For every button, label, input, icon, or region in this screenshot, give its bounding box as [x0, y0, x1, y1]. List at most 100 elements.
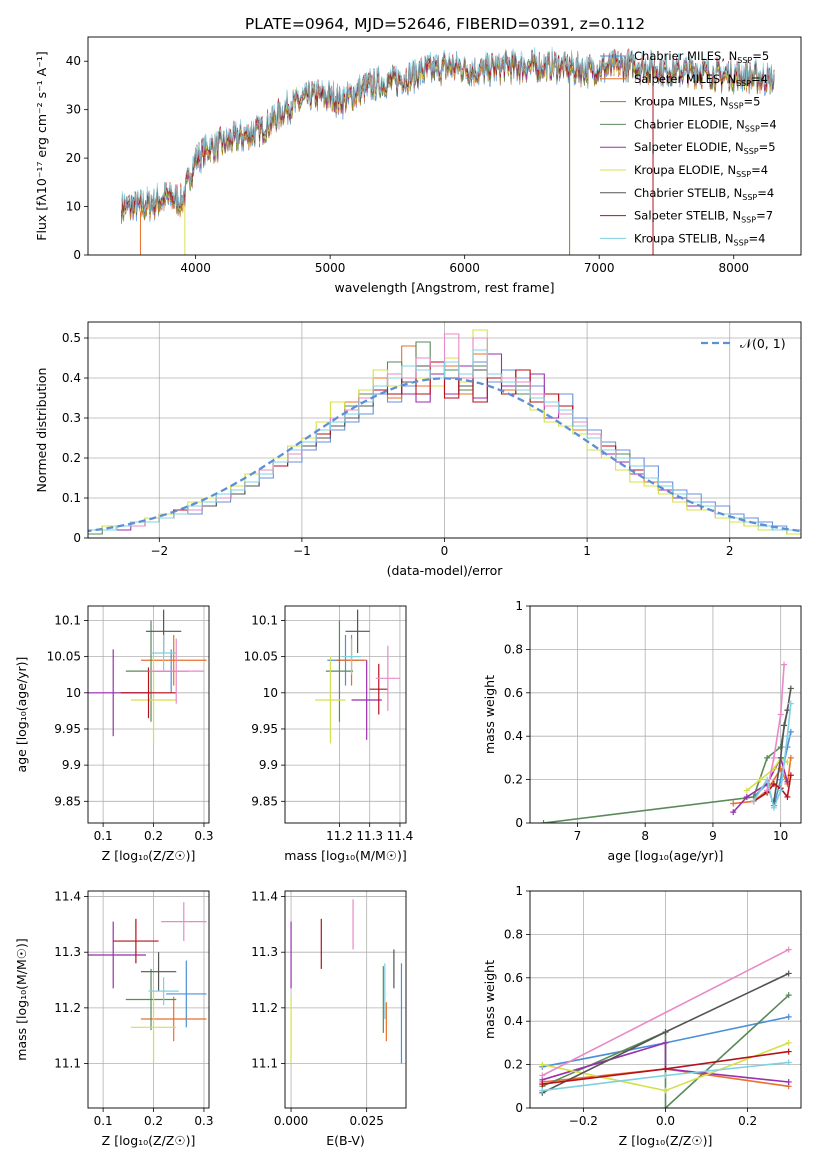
y-axis-label: mass weight: [482, 960, 497, 1039]
weight-marker: [785, 1059, 792, 1066]
x-tick-label: 0.2: [738, 1114, 757, 1128]
x-tick-label: 7: [574, 829, 582, 843]
weight-marker: [787, 728, 794, 735]
weight-marker: [785, 1078, 792, 1085]
errorbar-points: [315, 609, 400, 744]
weight-marker: [785, 1013, 792, 1020]
spectrum-lines: [121, 46, 775, 255]
weight-series-line: [542, 1041, 789, 1083]
legend-entry-label: Salpeter MILES, NSSP=4: [634, 72, 768, 88]
x-tick-label: −1: [293, 544, 311, 558]
weight-marker: [777, 787, 784, 794]
weight-marker: [750, 798, 757, 805]
x-tick-label: 6000: [449, 261, 480, 275]
legend-entry-label: Kroupa ELODIE, NSSP=4: [634, 163, 768, 179]
y-tick-label: 0: [73, 531, 81, 545]
weight-marker: [770, 780, 777, 787]
y-tick-label: 0.2: [504, 773, 523, 787]
x-tick-label: 8: [641, 829, 649, 843]
y-tick-label: 10: [263, 686, 278, 700]
weight-marker: [770, 804, 777, 811]
legend-entry-label: Kroupa STELIB, NSSP=4: [634, 231, 765, 247]
weight-marker: [781, 661, 788, 668]
x-axis-label: Z [log₁₀(Z/Z☉)]: [102, 848, 196, 863]
weight-marker: [662, 1072, 669, 1079]
weight-marker: [764, 776, 771, 783]
x-tick-label: 11.2: [326, 829, 353, 843]
x-tick-label: −2: [150, 544, 168, 558]
weight-marker: [539, 1061, 546, 1068]
x-axis-label: Z [log₁₀(Z/Z☉)]: [102, 1133, 196, 1148]
y-tick-label: 1: [515, 599, 523, 613]
axes-frame: [529, 605, 802, 824]
y-tick-label: 11.2: [54, 1001, 81, 1015]
y-tick-label: 10.1: [251, 613, 278, 627]
weight-marker: [539, 1081, 546, 1088]
weight-marker: [784, 759, 791, 766]
axes-frame: [529, 890, 802, 1109]
axes-weight-vs-age: 7 8 9 10 0 0.2 0.4 0.6 0.8 1 age [log₁₀(age/yr)] ma…: [482, 599, 802, 863]
weight-marker: [662, 1087, 669, 1094]
y-tick-label: 0.4: [504, 729, 523, 743]
y-tick-label: 11.1: [54, 1056, 81, 1070]
weight-series-line: [543, 710, 789, 823]
y-tick-label: 0: [73, 248, 81, 262]
histogram-steps: [88, 329, 801, 535]
weight-marker: [757, 776, 764, 783]
y-tick-label: 0.5: [62, 331, 81, 345]
y-tick-label: 9.9: [259, 758, 278, 772]
weight-marker: [785, 946, 792, 953]
spectrum-series-line: [121, 46, 775, 213]
weight-lines: [540, 661, 794, 823]
weight-marker: [784, 793, 791, 800]
legend-entry-label: Chabrier ELODIE, NSSP=4: [634, 117, 777, 133]
y-tick-label: 0: [515, 1101, 523, 1115]
y-axis-label: mass weight: [482, 675, 497, 754]
weight-marker: [730, 809, 737, 816]
weight-marker: [787, 754, 794, 761]
weight-marker: [662, 1029, 669, 1036]
x-tick-label: 0.1: [94, 829, 113, 843]
x-tick-label: 11.3: [356, 829, 383, 843]
x-tick-label: 0.3: [194, 1114, 213, 1128]
y-tick-label: 0.6: [504, 686, 523, 700]
x-tick-label: 0.025: [349, 1114, 383, 1128]
y-tick-label: 0.6: [504, 971, 523, 985]
x-tick-label: 5000: [315, 261, 346, 275]
y-axis-label: mass [log₁₀(M/M☉)]: [14, 938, 29, 1060]
weight-marker: [785, 992, 792, 999]
figure-title: PLATE=0964, MJD=52646, FIBERID=0391, z=0…: [245, 15, 645, 33]
legend-entry-label: 𝒩(0, 1): [740, 336, 786, 351]
y-tick-label: 0.1: [62, 491, 81, 505]
y-tick-label: 9.95: [54, 722, 81, 736]
weight-marker: [662, 1105, 669, 1108]
weight-marker: [743, 793, 750, 800]
y-tick-label: 9.85: [251, 794, 278, 808]
weight-marker: [730, 800, 737, 807]
x-tick-label: 11.4: [387, 829, 414, 843]
axes-weight-vs-Z: −0.2 0.0 0.2 0 0.2 0.4 0.6 0.8 1 Z [log₁₀(Z/Z☉)] m…: [482, 884, 802, 1148]
x-tick-label: 7000: [584, 261, 615, 275]
y-tick-label: 10.05: [244, 650, 278, 664]
weight-marker: [777, 754, 784, 761]
weight-marker: [785, 970, 792, 977]
y-tick-label: 10.1: [54, 613, 81, 627]
x-tick-label: 9: [709, 829, 717, 843]
weight-marker: [787, 685, 794, 692]
x-tick-label: 0.1: [94, 1114, 113, 1128]
weight-marker: [539, 1087, 546, 1094]
weight-marker: [662, 1065, 669, 1072]
x-tick-label: −0.2: [569, 1114, 598, 1128]
x-tick-label: 8000: [718, 261, 749, 275]
x-tick-label: 0.000: [274, 1114, 308, 1128]
legend-entry-label: Salpeter ELODIE, NSSP=5: [634, 140, 776, 156]
x-axis-label: E(B-V): [326, 1133, 365, 1148]
axes-mass-vs-ebv: 0.000 0.025 11.1 11.2 11.3 11.4 E(B-V): [251, 890, 407, 1148]
x-axis-label: (data-model)/error: [387, 563, 504, 578]
weight-marker: [787, 772, 794, 779]
weight-series-line: [766, 664, 785, 791]
axes-residual-hist: −2 −1 0 1 2 0 0.1 0.2 0.3 0.4 0.5 (data-model)/erro…: [34, 321, 802, 578]
x-tick-label: 0.0: [656, 1114, 675, 1128]
x-axis-label: Z [log₁₀(Z/Z☉)]: [619, 1133, 713, 1148]
y-tick-label: 11.4: [251, 890, 278, 904]
